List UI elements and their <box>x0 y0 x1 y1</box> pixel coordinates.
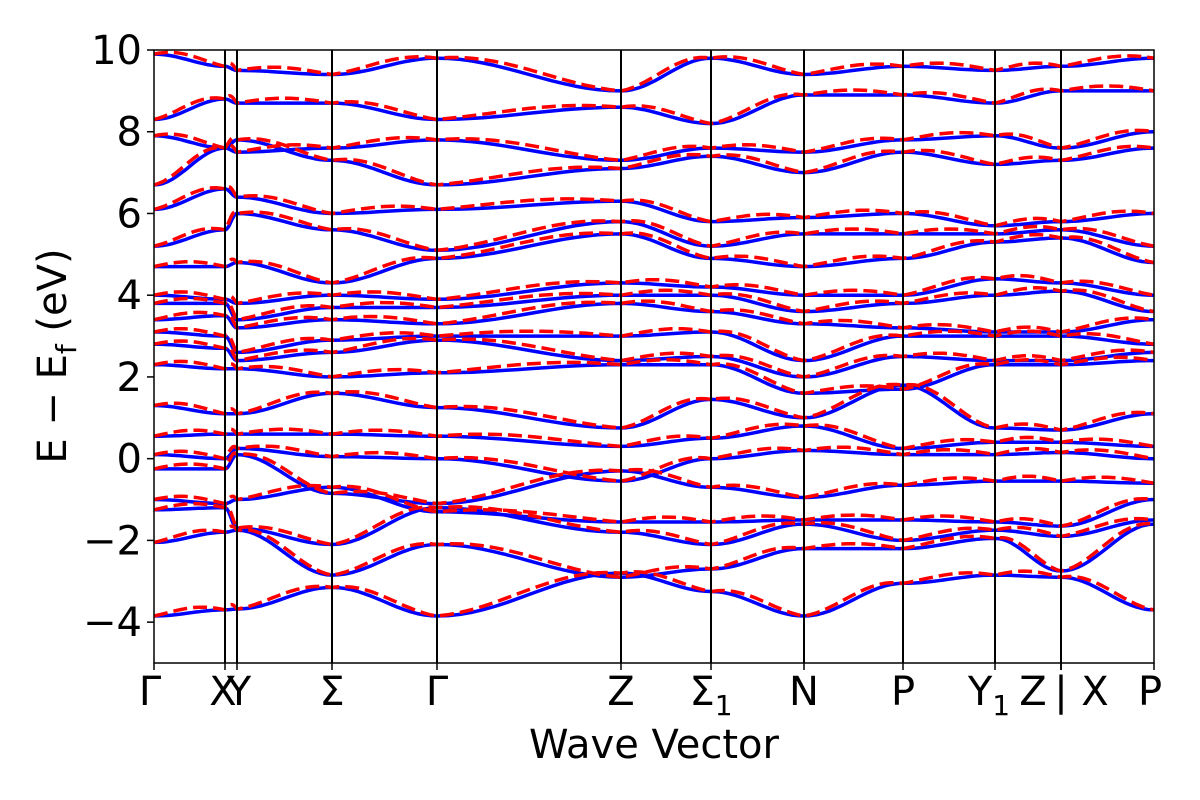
x-tick-label-9: Y1 <box>967 669 1010 722</box>
band-line-solid-3 <box>154 485 1154 528</box>
band-line-dashed-11 <box>154 299 1154 334</box>
band-line-solid-7 <box>154 383 1154 432</box>
x-tick-label-7: N <box>789 669 819 715</box>
y-tick-label-1: −2 <box>83 518 142 564</box>
band-line-solid-8 <box>154 358 1154 396</box>
x-axis-title: Wave Vector <box>529 722 780 768</box>
x-tick-label-11: | <box>1054 669 1067 715</box>
x-tick-label-1: X <box>209 669 236 715</box>
band-line-dashed-19 <box>154 84 1154 126</box>
x-axis-ticks: Γ XY Σ Γ Z Σ1 N P Y1 Z | X P <box>139 663 1162 722</box>
band-line-dashed-2 <box>154 501 1154 547</box>
band-line-solid-15 <box>154 211 1154 252</box>
x-tick-label-12: X <box>1081 669 1108 715</box>
x-tick-label-0: Γ <box>139 669 162 715</box>
x-tick-label-3: Σ <box>319 669 344 715</box>
band-line-dashed-1 <box>154 521 1154 579</box>
band-line-dashed-3 <box>154 483 1154 528</box>
y-tick-label-2: 0 <box>117 437 142 483</box>
band-line-dashed-14 <box>154 231 1154 285</box>
x-tick-label-6: Σ1 <box>689 669 732 722</box>
band-line-dashed-13 <box>154 273 1154 306</box>
y-tick-label-5: 6 <box>117 191 142 237</box>
band-line-solid-0 <box>154 571 1154 618</box>
bands-layer <box>154 50 1154 618</box>
y-tick-label-6: 8 <box>117 110 142 156</box>
y-axis-title-main: E − E <box>30 354 76 464</box>
x-tick-label-4: Γ <box>426 669 449 715</box>
band-line-dashed-17 <box>154 135 1154 187</box>
band-line-dashed-16 <box>154 184 1154 228</box>
band-line-dashed-6 <box>154 422 1154 451</box>
band-line-dashed-7 <box>154 382 1154 432</box>
y-axis-ticks: −4 −2 0 2 4 6 8 10 <box>83 28 154 646</box>
band-line-dashed-0 <box>154 569 1154 618</box>
plot-frame <box>153 49 1155 664</box>
band-line-dashed-15 <box>154 210 1154 252</box>
x-tick-label-10: Z <box>1019 669 1046 715</box>
band-line-dashed-8 <box>154 355 1154 396</box>
band-line-dashed-10 <box>154 326 1154 363</box>
band-line-dashed-20 <box>154 50 1154 93</box>
x-tick-label-5: Z <box>607 669 634 715</box>
band-line-solid-4 <box>154 452 1154 506</box>
band-line-dashed-4 <box>154 451 1154 506</box>
y-tick-label-0: −4 <box>83 600 142 646</box>
kpoint-lines <box>224 50 1062 663</box>
y-axis-title-sub: f <box>50 343 83 354</box>
band-line-dashed-12 <box>154 286 1154 322</box>
y-axis-title: E − Ef (eV) <box>30 248 83 463</box>
y-axis-title-unit: (eV) <box>30 248 76 344</box>
x-tick-label-8: P <box>891 669 915 715</box>
y-tick-label-4: 4 <box>117 273 142 319</box>
x-tick-label-13: P <box>1138 669 1162 715</box>
band-line-dashed-9 <box>154 336 1154 379</box>
band-line-solid-20 <box>154 52 1154 93</box>
x-tick-label-2: Y <box>226 669 252 715</box>
y-tick-label-7: 10 <box>91 28 142 74</box>
band-line-dashed-5 <box>154 444 1154 483</box>
band-line-dashed-18 <box>154 128 1154 163</box>
band-line-solid-5 <box>154 446 1154 483</box>
band-line-solid-14 <box>154 232 1154 285</box>
band-line-solid-17 <box>154 138 1154 187</box>
y-tick-label-3: 2 <box>117 355 142 401</box>
